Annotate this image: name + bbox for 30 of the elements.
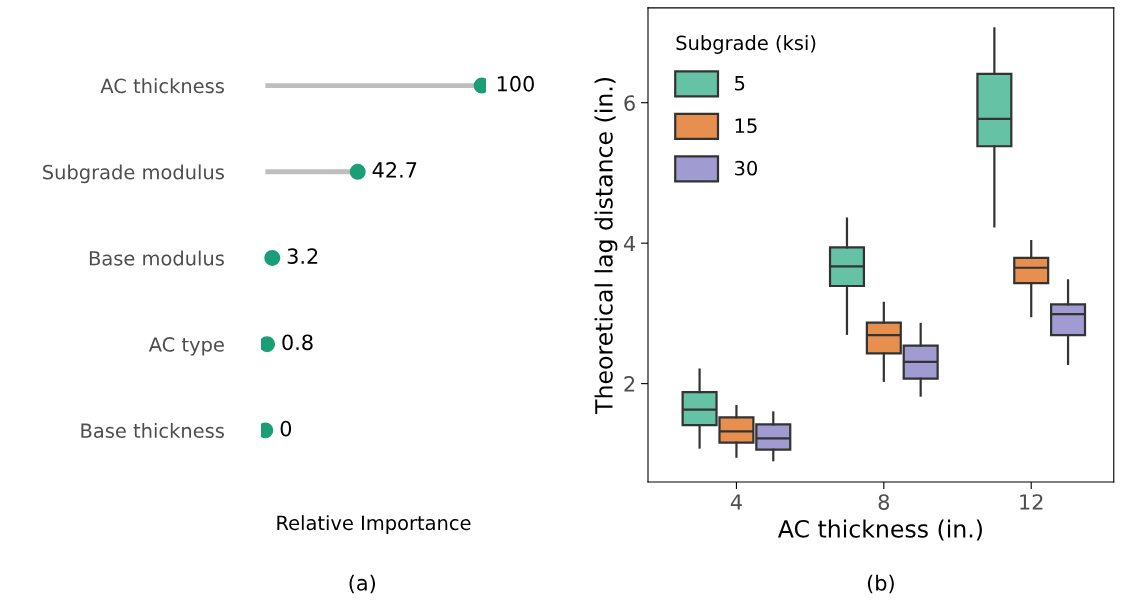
y-tick-label: AC thickness [100, 78, 224, 94]
text: (b) [867, 574, 894, 594]
text: (a) [349, 574, 375, 594]
y-tick-label: Base modulus [89, 250, 224, 266]
point [349, 163, 366, 180]
y-tick-label: 6 [624, 95, 635, 111]
point [473, 77, 486, 94]
point [264, 249, 281, 266]
x-tick-label: 12 [1020, 494, 1043, 510]
legend-label: 5 [735, 76, 745, 91]
legend-label: 30 [735, 160, 758, 176]
x-axis-title: AC thickness (in.) [777, 519, 982, 541]
y-tick-label: 2 [624, 376, 635, 392]
x-axis-title: Relative Importance [277, 515, 471, 534]
y-axis-title: Theoretical lag distance (in.) [594, 77, 618, 414]
data-label: 0.8 [282, 334, 313, 351]
point [261, 422, 274, 439]
y-tick-label: Subgrade modulus [43, 164, 224, 184]
point [261, 336, 276, 353]
y-tick-label: 4 [623, 235, 636, 252]
legend-title: Subgrade (ksi) [676, 35, 816, 54]
x-tick-label: 4 [730, 494, 742, 510]
data-label: 0 [280, 420, 292, 437]
x-tick-label: 8 [878, 494, 890, 510]
legend-label: 15 [735, 118, 757, 134]
y-tick-label: Base thickness [81, 422, 224, 439]
y-tick-label: AC type [148, 337, 224, 356]
data-label: 3.2 [287, 248, 318, 265]
data-label: 100 [497, 75, 534, 92]
data-label: 42.7 [372, 162, 417, 178]
